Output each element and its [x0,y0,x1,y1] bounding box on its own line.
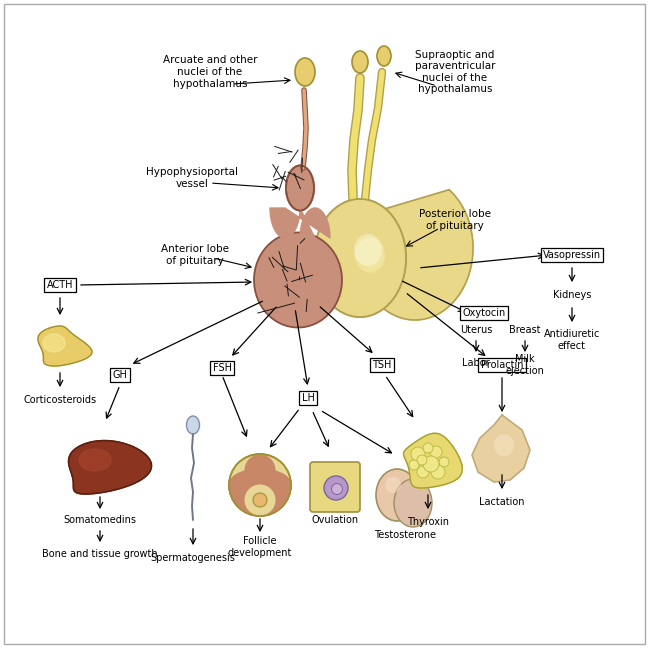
FancyBboxPatch shape [310,462,360,512]
Circle shape [423,456,439,472]
Polygon shape [43,334,65,352]
Text: Testosterone: Testosterone [374,530,436,540]
Ellipse shape [355,238,385,273]
Ellipse shape [494,434,514,456]
Text: Lactation: Lactation [479,497,525,507]
Ellipse shape [286,165,314,210]
Ellipse shape [295,58,315,86]
Ellipse shape [324,476,348,500]
Text: Prolactin: Prolactin [481,360,523,370]
Text: Ovulation: Ovulation [311,515,359,525]
Ellipse shape [385,477,401,493]
Ellipse shape [187,416,200,434]
Circle shape [439,457,449,467]
Circle shape [411,447,425,461]
Text: Corticosteroids: Corticosteroids [23,395,97,405]
Text: Bone and tissue growth: Bone and tissue growth [42,549,158,559]
Text: Supraoptic and
paraventricular
nuclei of the
hypothalamus: Supraoptic and paraventricular nuclei of… [415,49,495,94]
Text: Somatomedins: Somatomedins [64,515,136,525]
Text: Anterior lobe
of pituitary: Anterior lobe of pituitary [161,244,229,266]
Polygon shape [79,449,111,471]
Polygon shape [229,469,291,516]
Text: FSH: FSH [213,363,231,373]
Polygon shape [38,326,92,366]
Text: GH: GH [112,370,127,380]
Circle shape [409,460,419,470]
Ellipse shape [354,234,382,266]
Text: Follicle
development: Follicle development [227,536,292,557]
Polygon shape [270,208,330,238]
Circle shape [430,446,442,458]
Ellipse shape [376,469,418,521]
Text: Thyroxin: Thyroxin [407,517,449,527]
Circle shape [417,466,429,478]
Ellipse shape [352,51,368,73]
Polygon shape [357,190,473,320]
Text: Uterus: Uterus [460,325,492,335]
Text: Breast: Breast [509,325,541,335]
Ellipse shape [394,479,432,527]
Ellipse shape [314,199,406,317]
Ellipse shape [229,454,291,516]
Text: Milk
ejection: Milk ejection [506,354,545,376]
Ellipse shape [254,232,342,328]
Text: Posterior lobe
of pituitary: Posterior lobe of pituitary [419,209,491,231]
Text: ACTH: ACTH [47,280,73,290]
Text: TSH: TSH [372,360,392,370]
Text: Arcuate and other
nuclei of the
hypothalamus: Arcuate and other nuclei of the hypothal… [162,55,257,89]
Ellipse shape [244,485,276,515]
Ellipse shape [244,454,276,485]
Polygon shape [68,441,151,494]
Circle shape [423,443,433,453]
Ellipse shape [332,484,343,495]
Circle shape [431,465,445,479]
Text: Spermatogenesis: Spermatogenesis [151,553,235,563]
Text: Hypophysioportal
vessel: Hypophysioportal vessel [146,167,238,189]
Text: Oxytocin: Oxytocin [462,308,506,318]
Ellipse shape [377,46,391,66]
Circle shape [417,455,427,465]
Ellipse shape [253,493,267,507]
Polygon shape [404,434,462,488]
Text: LH: LH [302,393,315,403]
Text: Vasopressin: Vasopressin [543,250,601,260]
Polygon shape [472,415,530,482]
Text: Kidneys: Kidneys [552,290,592,300]
Ellipse shape [314,199,406,317]
Text: Labor: Labor [462,358,490,368]
Text: Antidiuretic
effect: Antidiuretic effect [544,329,600,351]
